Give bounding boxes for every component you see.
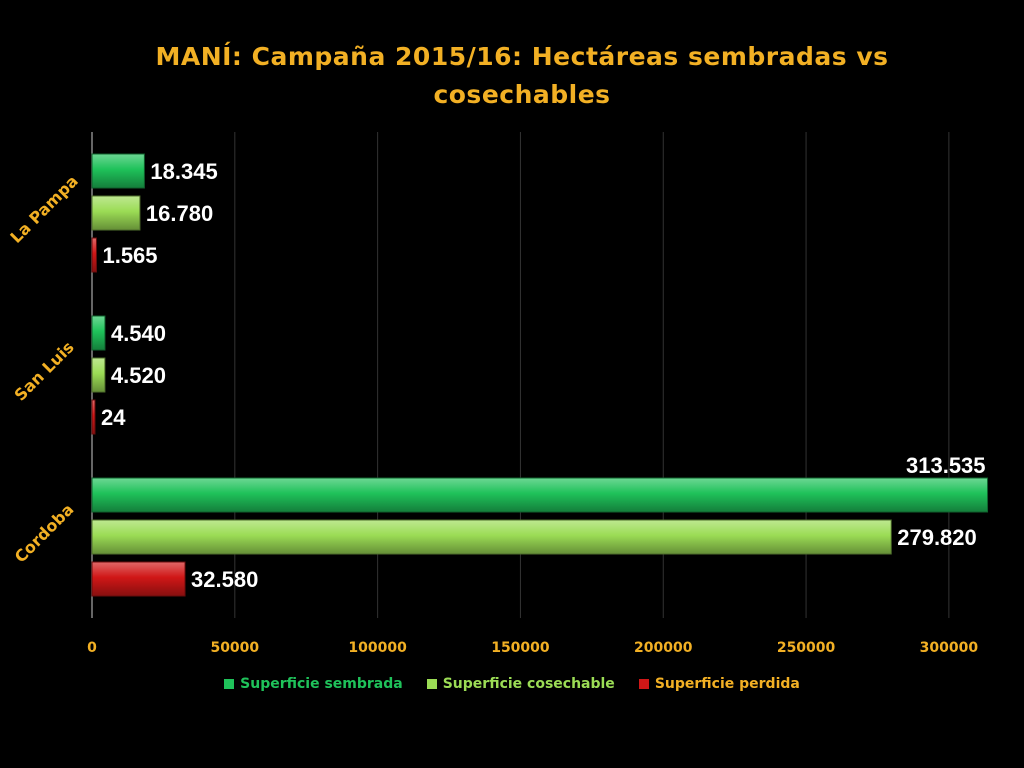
x-tick-label: 150000 <box>491 640 550 656</box>
data-label: 24 <box>101 405 126 430</box>
data-label: 279.820 <box>897 525 977 550</box>
x-tick-label: 200000 <box>634 640 693 656</box>
legend-swatch <box>426 679 437 689</box>
category-label: Cordoba <box>11 500 78 567</box>
x-tick-label: 250000 <box>777 640 836 656</box>
category-label: San Luis <box>11 338 78 405</box>
bar <box>91 357 106 393</box>
legend-swatch <box>224 679 235 689</box>
data-label: 1.565 <box>102 243 157 268</box>
legend-item: Superficie perdida <box>638 676 800 692</box>
data-label: 32.580 <box>191 567 258 592</box>
data-label: 18.345 <box>150 159 217 184</box>
x-tick-label: 100000 <box>348 640 407 656</box>
bar <box>91 153 145 189</box>
data-label: 16.780 <box>146 201 213 226</box>
bar <box>91 315 106 351</box>
bar <box>91 519 892 555</box>
bar <box>91 477 989 513</box>
bar <box>91 561 186 597</box>
legend-label: Superficie perdida <box>654 676 800 692</box>
x-tick-label: 0 <box>87 640 97 656</box>
data-label: 4.540 <box>111 321 166 346</box>
chart-title: MANÍ: Campaña 2015/16: Hectáreas sembrad… <box>155 42 889 109</box>
data-label: 313.535 <box>906 453 986 478</box>
legend-item: Superficie cosechable <box>426 676 615 692</box>
legend-swatch <box>638 679 649 689</box>
x-tick-label: 300000 <box>920 640 979 656</box>
data-label: 4.520 <box>111 363 166 388</box>
legend-label: Superficie sembrada <box>240 676 403 692</box>
bar <box>91 399 96 435</box>
legend-label: Superficie cosechable <box>442 676 615 692</box>
x-tick-label: 50000 <box>210 640 259 656</box>
legend-item: Superficie sembrada <box>224 676 403 692</box>
bar <box>91 237 97 273</box>
bar <box>91 195 141 231</box>
category-label: La Pampa <box>6 171 81 246</box>
legend: Superficie sembrada Superficie cosechable… <box>0 676 1024 692</box>
